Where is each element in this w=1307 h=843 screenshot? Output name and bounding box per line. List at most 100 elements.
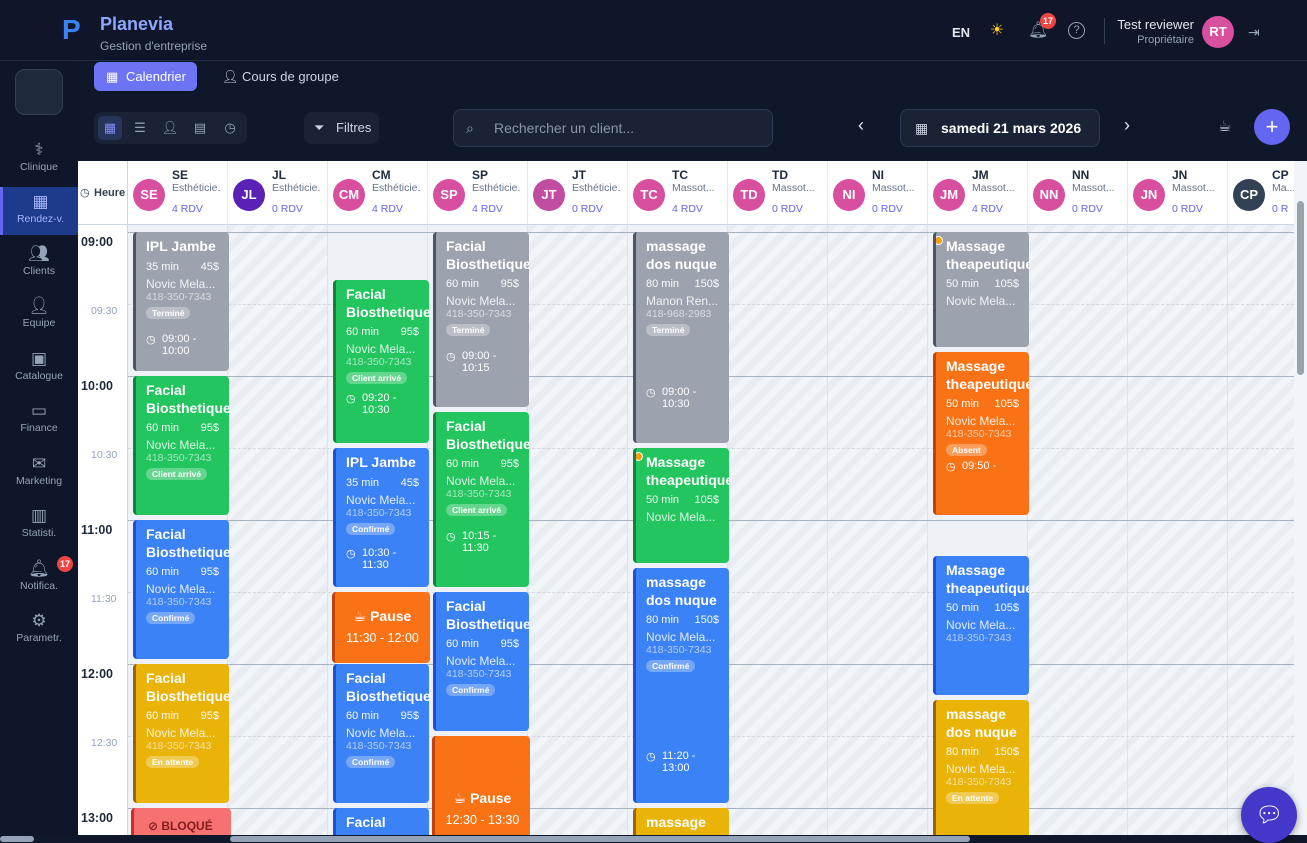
staff-column-body[interactable] [1228, 225, 1294, 835]
avatar: NI [833, 179, 865, 211]
staff-column-header[interactable]: NN NN Massot... 0 RDV [1028, 161, 1128, 225]
appointment-card[interactable]: Facial [333, 808, 429, 835]
vertical-scrollbar[interactable] [1294, 161, 1307, 835]
sidebar-item-parametres[interactable]: ⚙ Parametr. [0, 606, 78, 654]
appointment-duration: 35 min [146, 260, 180, 273]
appointment-card[interactable]: Facial Biosthetique 60 min 95$ Novic Mela… [133, 376, 229, 515]
appointment-card[interactable]: massage dos nuque 80 min 150$ Novic Mela.… [933, 700, 1029, 835]
staff-column-body[interactable] [1128, 225, 1228, 835]
horizontal-scrollbar[interactable] [0, 835, 1307, 843]
logout-icon[interactable]: ⇥ [1248, 24, 1260, 40]
staff-column-header[interactable]: JM JM Massot... 4 RDV [928, 161, 1028, 225]
filters-button[interactable]: ⏷ Filtres [304, 112, 379, 144]
divider [1104, 18, 1105, 44]
staff-column-body[interactable] [728, 225, 828, 835]
appointment-title: IPL Jambe [146, 238, 216, 254]
chevron-left-icon[interactable]: ‹ [858, 115, 864, 135]
appointment-card[interactable]: Massage theapeutique 50 min 105$ Novic Me… [933, 232, 1029, 347]
appointment-time: 09:20 - 10:30 [346, 392, 419, 416]
sidebar-item-rendez-vous[interactable]: ▦ Rendez-v. [0, 187, 78, 235]
staff-column-body[interactable] [1028, 225, 1128, 835]
appointment-card[interactable]: massage dos nuque 80 min 150$ Manon Ren..… [633, 232, 729, 443]
staff-column-header[interactable]: SE SE Esthéticie. 4 RDV [128, 161, 228, 225]
appointment-card[interactable]: Massage theapeutique 50 min 105$ Novic Me… [933, 352, 1029, 515]
staff-column-header[interactable]: CP CP Ma... 0 R [1228, 161, 1294, 225]
sun-icon[interactable]: ☀ [989, 22, 1005, 39]
appointment-card[interactable]: Facial Biosthetique 60 min 95$ Novic Mela… [433, 592, 529, 731]
staff-column-body[interactable] [228, 225, 328, 835]
appointment-card[interactable]: Facial Biosthetique 60 min 95$ Novic Mela… [333, 280, 429, 443]
clock-view-icon[interactable]: ◷ [224, 120, 236, 135]
tab-calendrier[interactable]: ▦ Calendrier [94, 62, 197, 91]
search-input[interactable] [494, 110, 764, 146]
sidebar-item-notifications[interactable]: 🔔︎ Notifica. [0, 554, 78, 602]
staff-column-header[interactable]: JT JT Esthéticie. 0 RDV [528, 161, 628, 225]
appointment-price: 95$ [400, 710, 419, 722]
calendar-view-icon[interactable]: ▤ [193, 120, 207, 135]
coffee-icon[interactable]: ☕︎ [1218, 118, 1232, 135]
appointment-title: IPL Jambe [346, 454, 416, 470]
planevia-logo-icon[interactable]: P [62, 14, 81, 45]
appointment-card[interactable]: Massage theapeutique 50 min 105$ Novic Me… [933, 556, 1029, 695]
chat-button[interactable]: 💬︎ [1241, 787, 1297, 843]
business-logo[interactable] [15, 69, 63, 115]
staff-column-header[interactable]: TC TC Massot... 4 RDV [628, 161, 728, 225]
blocked-slot[interactable]: ⊘ BLOQUÉ [131, 808, 231, 835]
language-toggle[interactable]: EN [952, 25, 971, 40]
chart-icon: ▥ [30, 506, 48, 525]
staff-column-header[interactable]: TD TD Massot... 0 RDV [728, 161, 828, 225]
appointment-card[interactable]: Facial Biosthetique 60 min 95$ Novic Mela… [133, 664, 229, 803]
date-picker[interactable]: ▦ samedi 21 mars 2026 [900, 109, 1100, 147]
scrollbar-thumb[interactable] [230, 836, 970, 842]
grid-view-icon[interactable]: ▦ [98, 116, 122, 140]
staff-column-header[interactable]: CM CM Esthéticie. 4 RDV [328, 161, 428, 225]
status-badge: En attente [146, 756, 200, 768]
scrollbar-thumb[interactable] [0, 836, 34, 842]
staff-column-body[interactable] [828, 225, 928, 835]
avatar[interactable]: RT [1202, 16, 1234, 48]
pause-block[interactable]: ☕︎ Pause 11:30 - 12:00 [332, 592, 430, 663]
appointment-card[interactable]: Facial Biosthetique 60 min 95$ Novic Mela… [433, 412, 529, 587]
appointment-card[interactable]: Facial Biosthetique 60 min 95$ Novic Mela… [433, 232, 529, 407]
appointment-price: 95$ [200, 710, 219, 722]
stethoscope-icon: ⚕ [34, 140, 44, 159]
appointment-count: 0 RDV [1172, 203, 1203, 215]
sidebar-item-catalogue[interactable]: ▣ Catalogue [0, 344, 78, 392]
add-appointment-button[interactable]: + [1254, 109, 1290, 145]
appointment-card[interactable]: IPL Jambe 35 min 45$ Novic Mela... 418-35… [133, 232, 229, 371]
appointment-card[interactable]: massage [633, 808, 729, 835]
appointment-card[interactable]: Massage theapeutique 50 min 105$ Novic Me… [633, 448, 729, 563]
sidebar-item-clinique[interactable]: ⚕ Clinique [0, 135, 78, 183]
client-name: Novic Mela... [346, 492, 416, 507]
scrollbar-thumb[interactable] [1297, 201, 1304, 375]
staff-column-header[interactable]: NI NI Massot... 0 RDV [828, 161, 928, 225]
sidebar-item-equipe[interactable]: 👤︎ Equipe [0, 291, 78, 339]
appointment-card[interactable]: Facial Biosthetique 60 min 95$ Novic Mela… [333, 664, 429, 803]
pause-block[interactable]: ☕︎ Pause 12:30 - 13:30 [432, 736, 530, 835]
sidebar-item-statistiques[interactable]: ▥ Statisti. [0, 501, 78, 549]
appointment-card[interactable]: Facial Biosthetique 60 min 95$ Novic Mela… [133, 520, 229, 659]
avatar: TC [633, 179, 665, 211]
staff-column-header[interactable]: JL JL Esthéticie. 0 RDV [228, 161, 328, 225]
help-icon[interactable]: ? [1068, 22, 1085, 39]
appointment-duration: 60 min [346, 326, 380, 338]
staff-column-header[interactable]: JN JN Massot... 0 RDV [1128, 161, 1228, 225]
team-icon: 👤︎ [28, 296, 50, 315]
staff-initials: SP [472, 168, 489, 182]
staff-view-icon[interactable]: 👤︎ [161, 120, 179, 135]
appointment-card[interactable]: IPL Jambe 35 min 45$ Novic Mela... 418-35… [333, 448, 429, 587]
status-badge: Terminé [446, 324, 491, 336]
list-view-icon[interactable]: ☰ [134, 120, 146, 135]
chevron-right-icon[interactable]: › [1124, 115, 1130, 135]
sidebar-item-finance[interactable]: ▭ Finance [0, 396, 78, 444]
appointment-count: 0 RDV [772, 203, 803, 215]
staff-column-body[interactable] [528, 225, 628, 835]
sidebar-item-clients[interactable]: 👥︎ Clients [0, 239, 78, 287]
avatar: CM [333, 179, 365, 211]
sidebar-item-marketing[interactable]: ✉ Marketing [0, 449, 78, 497]
user-name[interactable]: Test reviewer [1117, 17, 1194, 32]
appointment-card[interactable]: massage dos nuque 80 min 150$ Novic Mela.… [633, 568, 729, 803]
appointment-title: Massage theapeutique [946, 238, 1029, 272]
tab-cours-de-groupe[interactable]: 👤︎ Cours de groupe [210, 62, 350, 91]
staff-column-header[interactable]: SP SP Esthéticie. 4 RDV [428, 161, 528, 225]
